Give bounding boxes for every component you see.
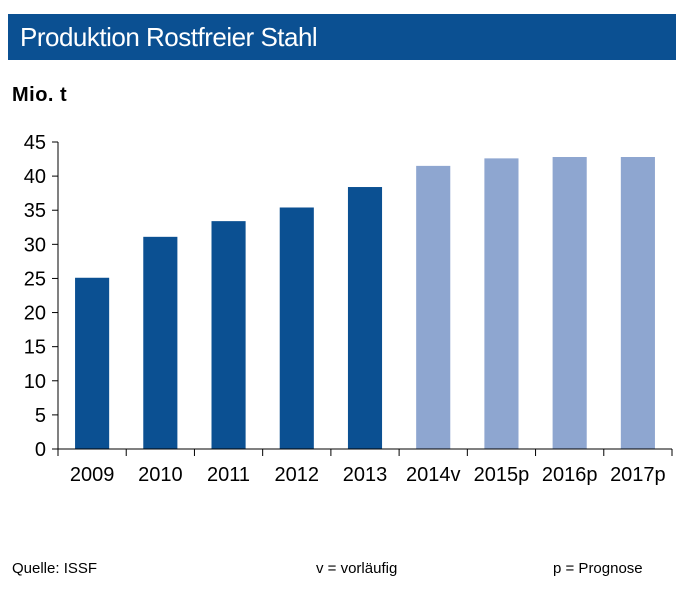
x-tick-label: 2013	[343, 464, 388, 486]
bar-2015p	[484, 158, 519, 449]
x-tick-label: 2009	[70, 464, 115, 486]
x-tick-label: 2010	[138, 464, 183, 486]
y-tick-label: 20	[24, 303, 46, 325]
y-tick-label: 10	[24, 371, 46, 393]
forecast-note: p = Prognose	[553, 560, 643, 577]
bar-2010	[143, 236, 178, 449]
bar-2014v	[416, 165, 451, 449]
x-tick-label: 2017p	[610, 464, 666, 486]
y-tick-label: 35	[24, 200, 46, 222]
y-tick-label: 45	[24, 132, 46, 154]
y-tick-label: 15	[24, 337, 46, 359]
x-tick-label: 2011	[207, 464, 250, 486]
y-tick-label: 30	[24, 234, 46, 256]
title-bar: Produktion Rostfreier Stahl	[8, 14, 676, 60]
bar-2016p	[552, 157, 587, 449]
preliminary-note: v = vorläufig	[316, 560, 398, 577]
bar-2012	[279, 207, 314, 449]
bar-2009	[75, 277, 110, 449]
source-note: Quelle: ISSF	[12, 560, 98, 577]
y-tick-label: 5	[35, 405, 46, 427]
x-tick-label: 2014v	[406, 464, 461, 486]
bar-2013	[347, 187, 383, 449]
bar-2011	[211, 221, 246, 449]
chart-title: Produktion Rostfreier Stahl	[20, 22, 318, 52]
y-tick-label: 0	[35, 439, 46, 461]
bar-2017p	[620, 157, 655, 449]
x-tick-label: 2012	[275, 464, 320, 486]
x-tick-label: 2016p	[542, 464, 598, 486]
y-tick-label: 25	[24, 268, 46, 290]
y-tick-label: 40	[24, 166, 46, 188]
y-axis-unit-label: Mio. t	[12, 84, 68, 106]
x-tick-label: 2015p	[474, 464, 530, 486]
